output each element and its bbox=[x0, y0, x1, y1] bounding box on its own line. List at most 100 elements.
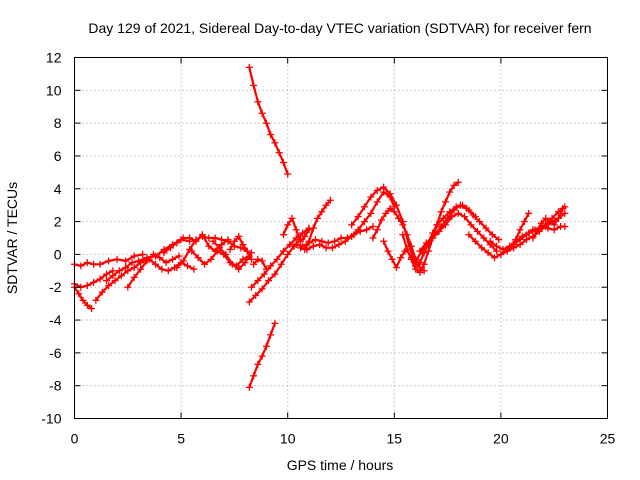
data-point bbox=[369, 234, 377, 242]
data-point bbox=[378, 216, 386, 224]
data-point bbox=[292, 241, 300, 249]
data-point bbox=[105, 257, 113, 265]
series-arc21 bbox=[296, 188, 398, 253]
data-point bbox=[279, 247, 287, 255]
data-point bbox=[403, 245, 411, 253]
chart-title: Day 129 of 2021, Sidereal Day-to-day VTE… bbox=[88, 20, 591, 36]
data-point bbox=[254, 360, 262, 368]
data-point bbox=[156, 254, 164, 262]
data-point bbox=[275, 149, 283, 157]
data-point bbox=[495, 236, 503, 244]
series-line bbox=[229, 235, 253, 261]
data-point bbox=[188, 247, 196, 255]
x-tick-label: 5 bbox=[177, 431, 185, 447]
data-point bbox=[301, 232, 309, 240]
data-point bbox=[145, 255, 153, 263]
data-point bbox=[75, 290, 83, 298]
data-point bbox=[134, 257, 142, 265]
series-arc28 bbox=[416, 209, 501, 255]
data-point bbox=[160, 249, 168, 257]
series-arc32 bbox=[508, 209, 533, 250]
y-tick-label: -4 bbox=[49, 312, 62, 328]
data-point bbox=[363, 226, 371, 234]
data-point bbox=[284, 170, 292, 178]
data-point bbox=[102, 270, 110, 278]
data-point bbox=[258, 352, 266, 360]
data-point bbox=[473, 227, 481, 235]
data-point bbox=[271, 139, 279, 147]
data-point bbox=[311, 236, 319, 244]
data-point bbox=[386, 190, 394, 198]
x-axis-label: GPS time / hours bbox=[287, 457, 394, 473]
series-line bbox=[410, 204, 477, 267]
data-point bbox=[360, 218, 368, 226]
data-point bbox=[331, 237, 339, 245]
data-point bbox=[109, 272, 117, 280]
data-point bbox=[230, 237, 238, 245]
data-point bbox=[369, 223, 377, 231]
data-point bbox=[179, 257, 187, 265]
plot-frame bbox=[74, 57, 608, 419]
data-point bbox=[533, 227, 541, 235]
data-point bbox=[486, 237, 494, 245]
data-point bbox=[520, 218, 528, 226]
y-tick-label: -2 bbox=[49, 279, 62, 295]
series-arc17 bbox=[250, 255, 270, 273]
data-point bbox=[162, 259, 170, 267]
data-point bbox=[113, 255, 121, 263]
series-arc13 bbox=[245, 63, 292, 178]
axis-ticks bbox=[74, 57, 608, 419]
data-point bbox=[258, 285, 266, 293]
data-point bbox=[497, 250, 505, 258]
data-point bbox=[305, 226, 313, 234]
data-point bbox=[243, 247, 251, 255]
data-point bbox=[467, 221, 475, 229]
data-point bbox=[247, 255, 255, 263]
data-point bbox=[90, 278, 98, 286]
data-point bbox=[90, 260, 98, 268]
data-point bbox=[480, 234, 488, 242]
data-point bbox=[542, 214, 550, 222]
data-point bbox=[335, 241, 343, 249]
data-point bbox=[559, 204, 567, 212]
data-point bbox=[130, 264, 138, 272]
data-point bbox=[296, 244, 304, 252]
series-line bbox=[467, 212, 567, 259]
y-tick-label: -6 bbox=[49, 345, 62, 361]
data-point bbox=[465, 231, 473, 239]
data-point bbox=[561, 209, 569, 217]
data-point bbox=[92, 296, 100, 304]
data-point bbox=[83, 282, 91, 290]
data-point bbox=[422, 239, 430, 247]
data-point bbox=[390, 208, 398, 216]
y-tick-label: -10 bbox=[41, 411, 61, 427]
data-point bbox=[164, 267, 172, 275]
data-point bbox=[399, 231, 407, 239]
data-point bbox=[215, 244, 223, 252]
data-point bbox=[262, 265, 270, 273]
data-point bbox=[192, 236, 200, 244]
data-point bbox=[386, 204, 394, 212]
data-point bbox=[412, 257, 420, 265]
data-point bbox=[98, 288, 106, 296]
data-point bbox=[512, 236, 520, 244]
y-tick-label: 2 bbox=[54, 214, 62, 230]
data-point bbox=[454, 209, 462, 217]
data-point bbox=[149, 250, 157, 258]
data-point bbox=[205, 234, 213, 242]
series-line bbox=[299, 191, 396, 251]
data-point bbox=[429, 234, 437, 242]
data-point bbox=[397, 254, 405, 262]
data-point bbox=[260, 270, 268, 278]
data-point bbox=[128, 259, 136, 267]
data-point bbox=[130, 252, 138, 260]
data-point bbox=[367, 193, 375, 201]
data-point bbox=[367, 209, 375, 217]
data-point bbox=[437, 208, 445, 216]
data-point bbox=[190, 265, 198, 273]
data-point bbox=[441, 221, 449, 229]
data-point bbox=[322, 244, 330, 252]
series-arc1 bbox=[71, 250, 147, 270]
series-arc15 bbox=[245, 236, 304, 306]
data-point bbox=[478, 244, 486, 252]
